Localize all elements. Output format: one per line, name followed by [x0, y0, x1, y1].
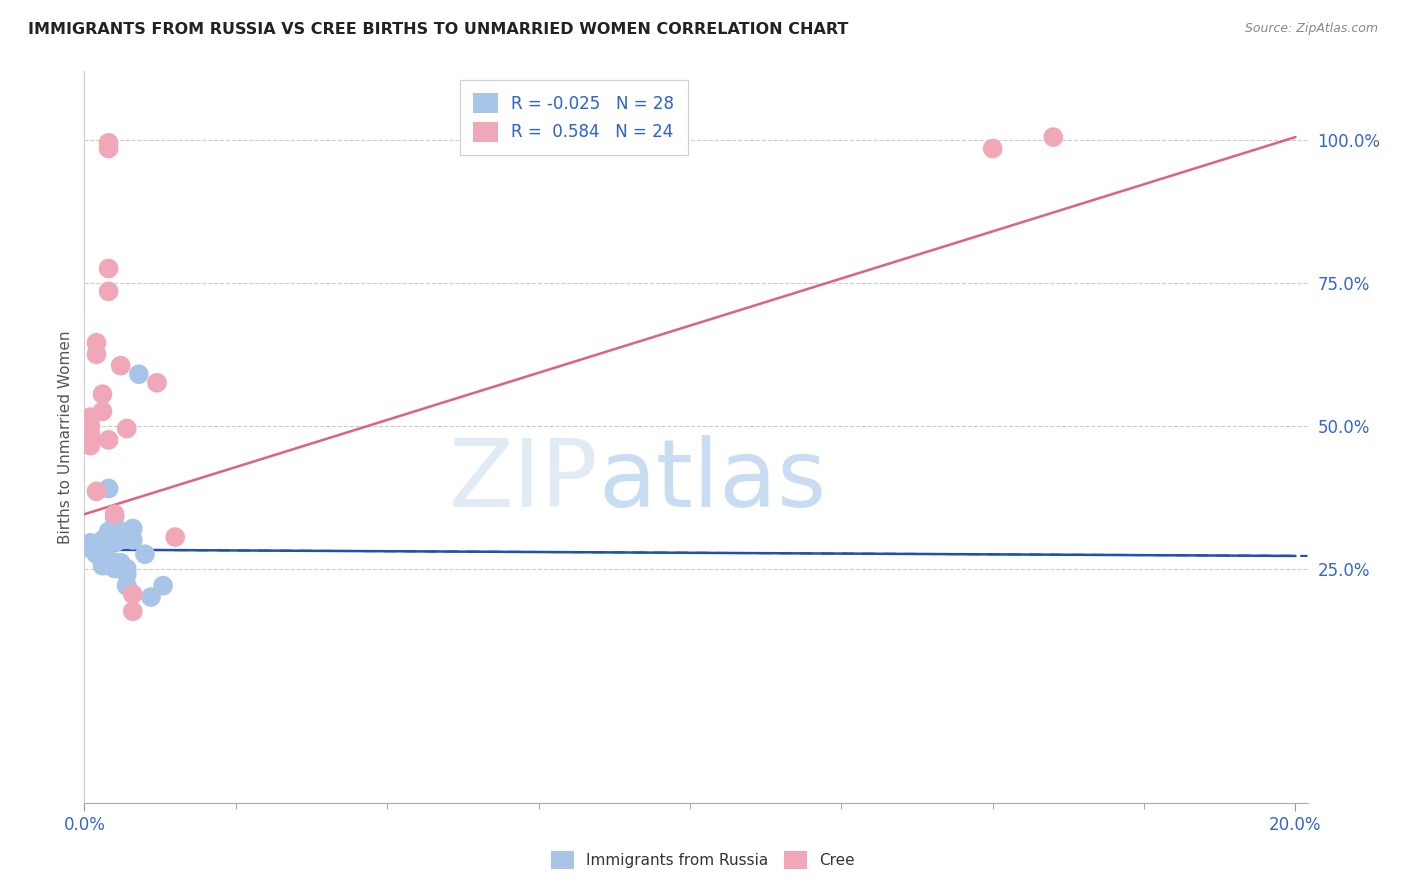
Point	[104, 536, 127, 550]
Point	[91, 558, 114, 573]
Point	[97, 261, 120, 276]
Y-axis label: Births to Unmarried Women: Births to Unmarried Women	[58, 330, 73, 544]
Point	[115, 579, 138, 593]
Point	[86, 335, 108, 350]
Point	[104, 561, 127, 575]
Point	[91, 404, 114, 418]
Point	[115, 421, 138, 435]
Point	[79, 418, 101, 433]
Point	[121, 604, 143, 618]
Point	[79, 433, 101, 447]
Point	[1042, 130, 1064, 145]
Point	[91, 547, 114, 561]
Point	[91, 533, 114, 547]
Point	[115, 561, 138, 575]
Point	[79, 427, 101, 442]
Point	[104, 556, 127, 570]
Point	[110, 533, 132, 547]
Point	[139, 590, 162, 604]
Point	[86, 347, 108, 361]
Point	[110, 359, 132, 373]
Text: ZIP: ZIP	[449, 435, 598, 527]
Point	[79, 541, 101, 556]
Point	[146, 376, 169, 390]
Legend: R = -0.025   N = 28, R =  0.584   N = 24: R = -0.025 N = 28, R = 0.584 N = 24	[460, 79, 688, 155]
Text: Source: ZipAtlas.com: Source: ZipAtlas.com	[1244, 22, 1378, 36]
Point	[97, 524, 120, 539]
Point	[97, 136, 120, 150]
Point	[110, 556, 132, 570]
Point	[97, 141, 120, 155]
Point	[121, 533, 143, 547]
Point	[97, 558, 120, 573]
Point	[97, 433, 120, 447]
Point	[79, 536, 101, 550]
Point	[981, 141, 1004, 155]
Point	[104, 510, 127, 524]
Point	[128, 368, 150, 382]
Point	[121, 521, 143, 535]
Point	[115, 567, 138, 582]
Text: atlas: atlas	[598, 435, 827, 527]
Point	[134, 547, 156, 561]
Point	[86, 541, 108, 556]
Point	[79, 410, 101, 425]
Point	[121, 587, 143, 601]
Point	[104, 507, 127, 521]
Text: IMMIGRANTS FROM RUSSIA VS CREE BIRTHS TO UNMARRIED WOMEN CORRELATION CHART: IMMIGRANTS FROM RUSSIA VS CREE BIRTHS TO…	[28, 22, 848, 37]
Point	[97, 285, 120, 299]
Point	[110, 524, 132, 539]
Point	[97, 553, 120, 567]
Point	[165, 530, 187, 544]
Point	[97, 482, 120, 496]
Point	[91, 387, 114, 401]
Point	[86, 547, 108, 561]
Point	[86, 484, 108, 499]
Point	[115, 579, 138, 593]
Legend: Immigrants from Russia, Cree: Immigrants from Russia, Cree	[546, 845, 860, 875]
Point	[79, 439, 101, 453]
Point	[152, 579, 174, 593]
